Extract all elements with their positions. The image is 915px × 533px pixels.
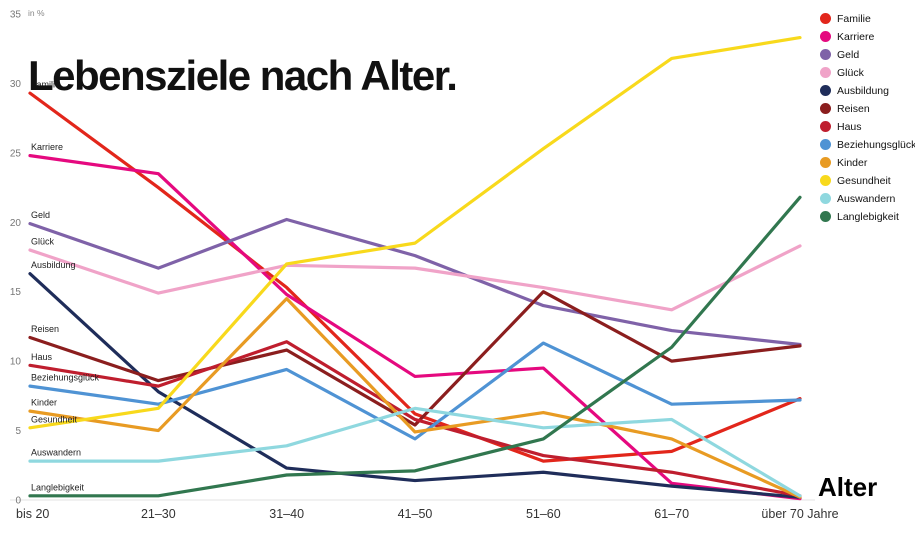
series-start-label: Gesundheit (31, 414, 78, 424)
legend-item: Familie (820, 12, 915, 25)
legend-label: Beziehungsglück (837, 138, 915, 151)
series-start-label: Familie (31, 80, 60, 90)
legend-item: Beziehungsglück (820, 138, 915, 151)
series-line-Ausbildung (28, 272, 802, 499)
series-start-label: Auswandern (31, 448, 81, 458)
legend-item: Geld (820, 48, 915, 61)
legend-item: Auswandern (820, 192, 915, 205)
x-tick-label: 21–30 (141, 507, 176, 521)
series-start-label: Ausbildung (31, 260, 76, 270)
legend-item: Karriere (820, 30, 915, 43)
y-tick-label: 0 (15, 496, 21, 507)
legend-item: Langlebigkeit (820, 210, 915, 223)
series-line-Kinder (28, 297, 802, 499)
series-start-label: Karriere (31, 142, 63, 152)
legend-label: Kinder (837, 156, 868, 169)
series-start-label: Haus (31, 352, 53, 362)
series-start-label: Kinder (31, 398, 57, 408)
legend-item: Glück (820, 66, 915, 79)
y-tick-label: 15 (10, 287, 22, 298)
legend-label: Ausbildung (837, 84, 889, 97)
series-start-label: Langlebigkeit (31, 482, 85, 492)
legend: Familie Karriere Geld Glück Ausbildung Reisen… (820, 12, 915, 223)
y-tick-label: 35 (10, 10, 22, 21)
x-tick-label: 31–40 (269, 507, 304, 521)
legend-swatch-icon (820, 13, 831, 24)
x-tick-label: bis 20 (16, 507, 49, 521)
y-tick-label: 25 (10, 148, 22, 159)
series-start-label: Beziehungsglück (31, 373, 100, 383)
legend-label: Gesundheit (837, 174, 891, 187)
legend-item: Haus (820, 120, 915, 133)
legend-label: Reisen (837, 102, 870, 115)
series-line-Beziehungsglück (28, 341, 802, 441)
x-tick-label: 61–70 (654, 507, 689, 521)
series-line-Auswandern (28, 406, 802, 498)
legend-label: Auswandern (837, 192, 896, 205)
x-axis-title: Alter (818, 472, 878, 502)
series-line-Langlebigkeit (28, 195, 802, 498)
legend-label: Langlebigkeit (837, 210, 899, 223)
legend-swatch-icon (820, 211, 831, 222)
series-line-Karriere (28, 154, 802, 501)
legend-swatch-icon (820, 85, 831, 96)
series-start-label: Geld (31, 210, 50, 220)
page-title: Lebensziele nach Alter. (28, 52, 458, 100)
y-tick-label: 20 (10, 218, 22, 229)
legend-swatch-icon (820, 139, 831, 150)
series-line-Reisen (28, 290, 802, 427)
x-tick-label: 41–50 (398, 507, 433, 521)
x-tick-label: 51–60 (526, 507, 561, 521)
legend-item: Gesundheit (820, 174, 915, 187)
legend-item: Kinder (820, 156, 915, 169)
series-line-Familie (28, 91, 802, 463)
series-line-Haus (28, 340, 802, 498)
series-start-label: Reisen (31, 324, 59, 334)
y-tick-label: 10 (10, 357, 22, 368)
legend-swatch-icon (820, 193, 831, 204)
legend-swatch-icon (820, 31, 831, 42)
legend-swatch-icon (820, 175, 831, 186)
legend-item: Reisen (820, 102, 915, 115)
legend-swatch-icon (820, 157, 831, 168)
series-line-Gesundheit (28, 36, 802, 430)
legend-label: Glück (837, 66, 864, 79)
y-tick-label: 5 (15, 426, 21, 437)
series-line-Geld (28, 217, 802, 347)
legend-item: Ausbildung (820, 84, 915, 97)
y-axis-unit-label: in % (28, 8, 45, 18)
legend-label: Familie (837, 12, 871, 25)
series-start-label: Glück (31, 237, 55, 247)
legend-label: Haus (837, 120, 862, 133)
y-tick-label: 30 (10, 79, 22, 90)
legend-swatch-icon (820, 121, 831, 132)
legend-swatch-icon (820, 49, 831, 60)
legend-label: Karriere (837, 30, 875, 43)
x-tick-label: über 70 Jahre (761, 507, 838, 521)
legend-label: Geld (837, 48, 860, 61)
series-line-Glück (28, 244, 802, 312)
legend-swatch-icon (820, 67, 831, 78)
legend-swatch-icon (820, 103, 831, 114)
